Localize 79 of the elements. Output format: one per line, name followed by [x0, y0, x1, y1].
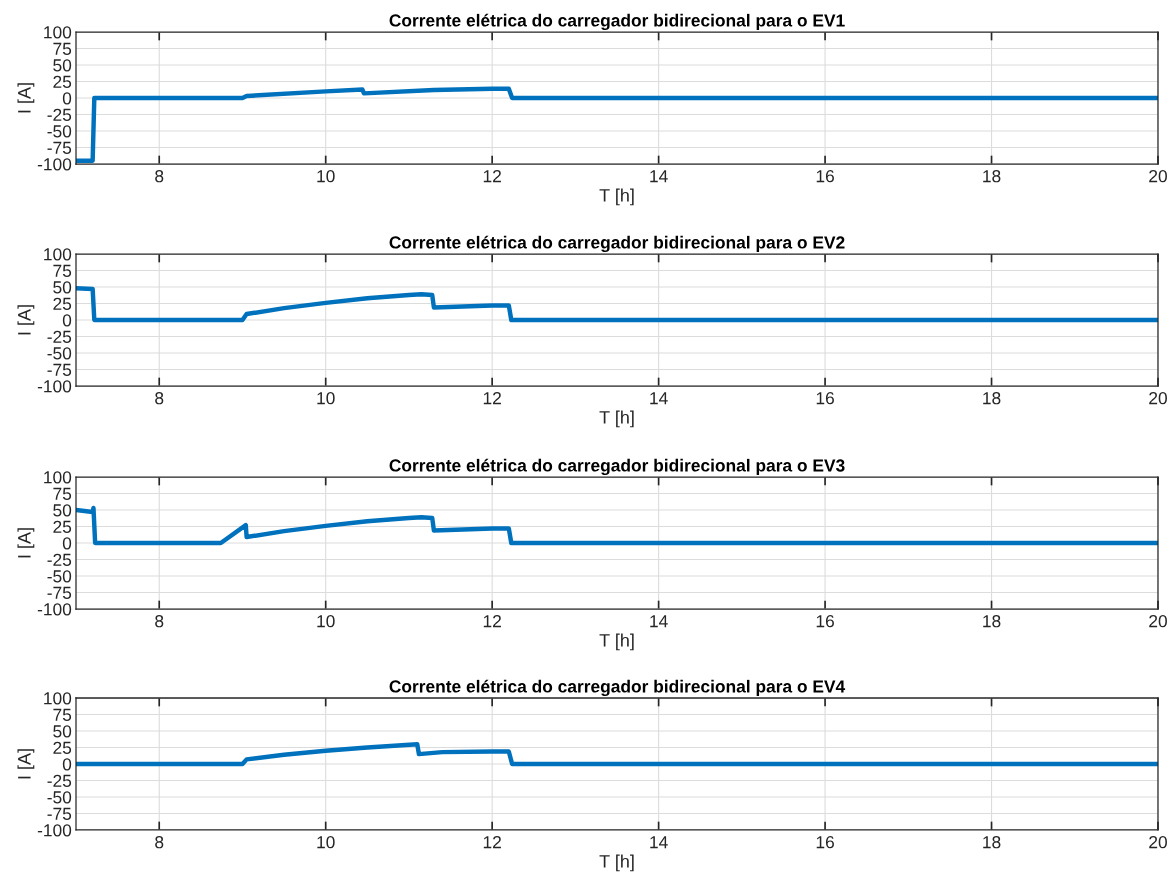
x-tick-label: 20 [1149, 836, 1167, 849]
x-tick-label: 16 [816, 392, 834, 405]
y-tick-label: 50 [53, 725, 72, 738]
x-tick-label: 14 [650, 836, 668, 849]
x-tick-label: 16 [816, 615, 834, 628]
y-tick-label: -75 [47, 586, 72, 599]
chart-title: Corrente elétrica do carregador bidirecional para o EV1 [389, 13, 845, 31]
y-tick-label: 0 [62, 92, 72, 105]
y-tick-label: 75 [53, 487, 72, 500]
line-series [76, 505, 1158, 546]
y-tick-label: -25 [47, 330, 72, 343]
y-axis-title: I [A] [17, 83, 35, 113]
y-tick-label: 75 [53, 708, 72, 721]
y-tick-label: -75 [47, 807, 72, 820]
y-tick-label: 100 [44, 248, 72, 261]
y-tick-label: 75 [53, 42, 72, 55]
x-tick-label: 8 [155, 615, 164, 628]
x-tick-label: 18 [983, 392, 1001, 405]
x-tick-label: 20 [1149, 615, 1167, 628]
y-tick-label: -25 [47, 774, 72, 787]
x-axis-title: T [h] [599, 410, 634, 428]
y-axis-title: I [A] [17, 749, 35, 779]
y-tick-label: -50 [47, 347, 72, 360]
x-tick-label: 10 [317, 392, 335, 405]
x-tick-label: 8 [155, 170, 164, 183]
x-tick-label: 12 [483, 836, 501, 849]
y-tick-label: -50 [47, 125, 72, 138]
y-tick-label: 0 [62, 537, 72, 550]
x-tick-label: 10 [317, 170, 335, 183]
y-tick-label: -100 [37, 824, 72, 837]
x-axis-title: T [h] [599, 188, 634, 206]
y-tick-label: 25 [53, 520, 72, 533]
y-tick-label: 100 [44, 692, 72, 705]
x-axis-title: T [h] [599, 854, 634, 872]
line-series [76, 741, 1158, 767]
y-tick-label: -100 [37, 603, 72, 616]
y-tick-label: 75 [53, 264, 72, 277]
chart-title: Corrente elétrica do carregador bidirecional para o EV4 [389, 679, 846, 697]
y-tick-label: -50 [47, 570, 72, 583]
y-tick-label: -100 [37, 158, 72, 171]
x-tick-label: 8 [155, 836, 164, 849]
x-tick-label: 14 [650, 392, 668, 405]
y-axis-title: I [A] [17, 305, 35, 335]
x-tick-label: 16 [816, 836, 834, 849]
x-tick-label: 14 [650, 615, 668, 628]
y-tick-label: -25 [47, 553, 72, 566]
x-tick-label: 16 [816, 170, 834, 183]
y-tick-label: 25 [53, 75, 72, 88]
x-tick-label: 18 [983, 836, 1001, 849]
y-tick-label: -75 [47, 363, 72, 376]
chart-title: Corrente elétrica do carregador bidirecional para o EV3 [389, 458, 845, 476]
y-axis-title: I [A] [17, 528, 35, 558]
chart-title: Corrente elétrica do carregador bidirecional para o EV2 [389, 235, 845, 253]
y-tick-label: 0 [62, 758, 72, 771]
x-tick-label: 14 [650, 170, 668, 183]
x-tick-label: 20 [1149, 170, 1167, 183]
y-tick-label: 100 [44, 26, 72, 39]
x-tick-label: 10 [317, 615, 335, 628]
x-tick-label: 18 [983, 170, 1001, 183]
y-tick-label: 0 [62, 314, 72, 327]
y-tick-label: 50 [53, 59, 72, 72]
x-tick-label: 12 [483, 170, 501, 183]
x-tick-label: 18 [983, 615, 1001, 628]
x-tick-label: 10 [317, 836, 335, 849]
y-tick-label: -50 [47, 791, 72, 804]
x-axis-title: T [h] [599, 633, 634, 651]
y-tick-label: 50 [53, 504, 72, 517]
x-tick-label: 8 [155, 392, 164, 405]
y-tick-label: -100 [37, 380, 72, 393]
x-tick-label: 20 [1149, 392, 1167, 405]
x-tick-label: 12 [483, 392, 501, 405]
y-tick-label: 50 [53, 281, 72, 294]
y-tick-label: 25 [53, 741, 72, 754]
y-tick-label: 100 [44, 471, 72, 484]
y-tick-label: -25 [47, 108, 72, 121]
x-tick-label: 12 [483, 615, 501, 628]
y-tick-label: -75 [47, 141, 72, 154]
line-series [76, 286, 1158, 323]
y-tick-label: 25 [53, 297, 72, 310]
